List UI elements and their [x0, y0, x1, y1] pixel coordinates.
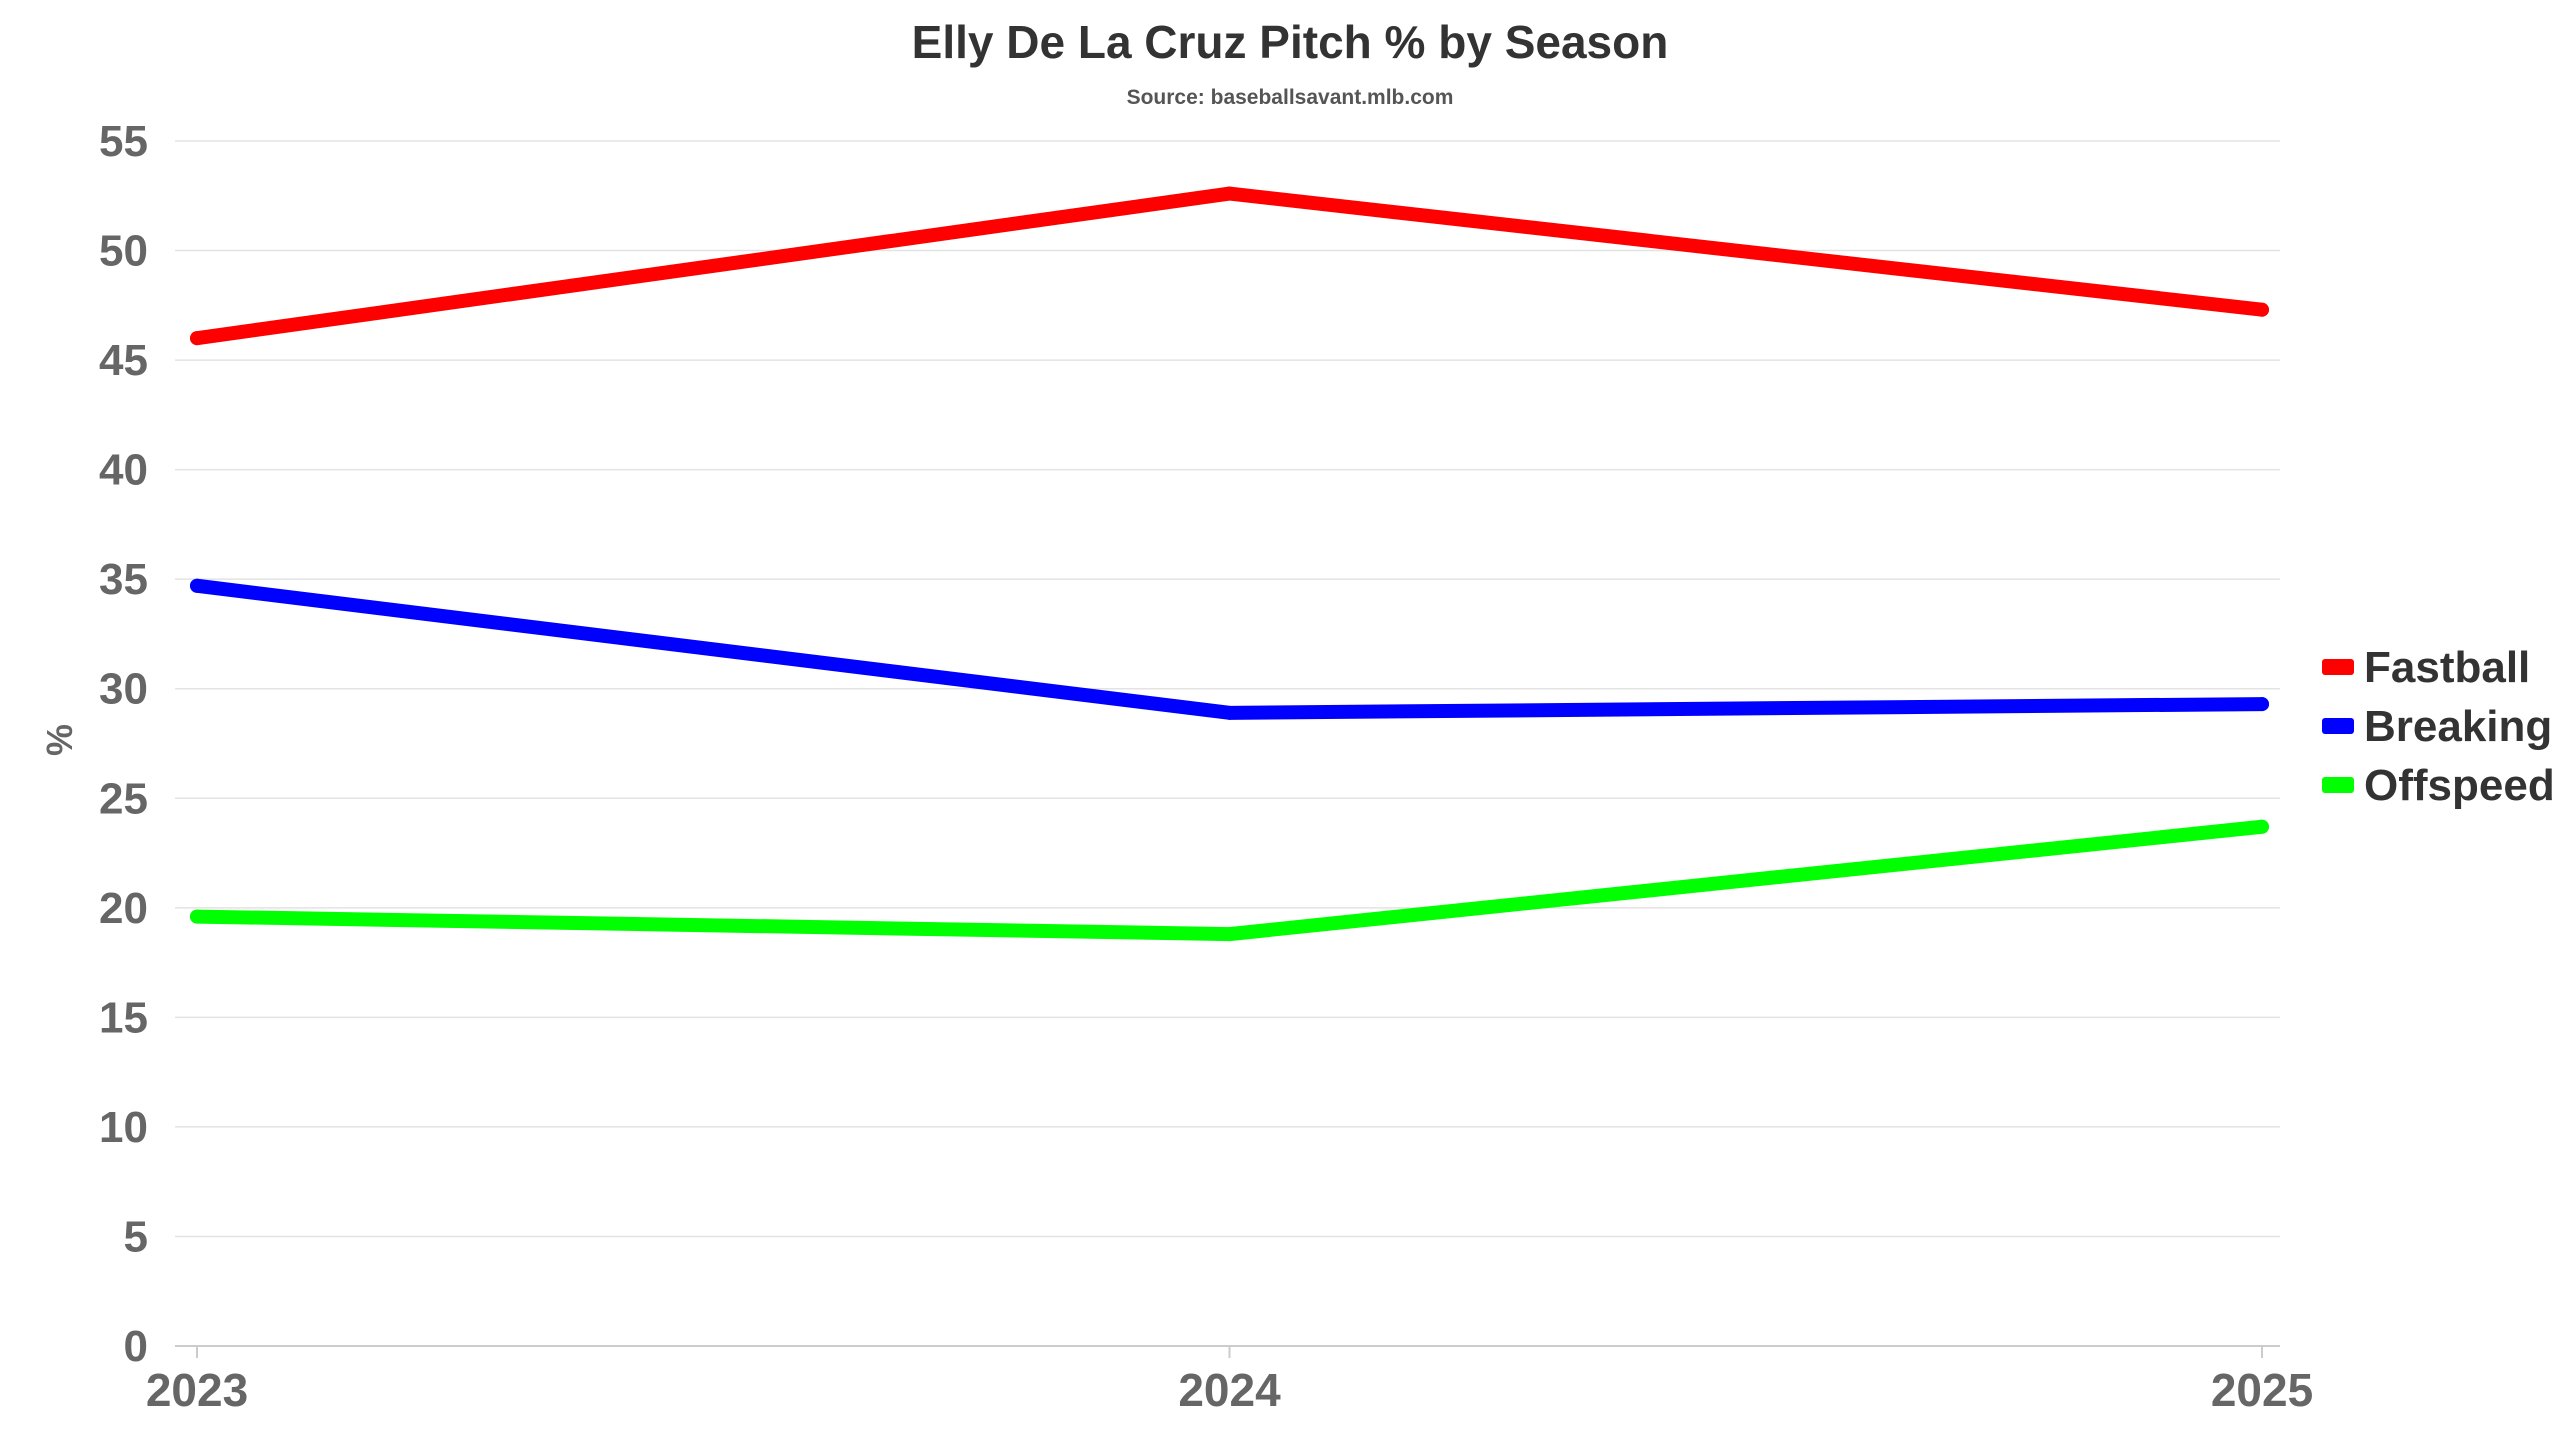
- y-tick-label: 35: [99, 555, 148, 604]
- legend-item-offspeed[interactable]: Offspeed: [2322, 761, 2555, 810]
- y-tick-label: 20: [99, 884, 148, 933]
- data-point-offspeed: [1222, 927, 1237, 942]
- x-tick-label: 2023: [146, 1364, 248, 1416]
- chart-title: Elly De La Cruz Pitch % by Season: [912, 16, 1669, 68]
- legend-swatch-fastball: [2322, 659, 2354, 675]
- legend[interactable]: Fastball Breaking Offspeed: [2322, 643, 2555, 810]
- y-tick-label: 15: [99, 993, 148, 1042]
- y-tick-label: 40: [99, 446, 148, 495]
- data-point-breaking: [190, 578, 204, 593]
- y-tick-label: 50: [99, 227, 148, 276]
- data-point-offspeed: [2255, 819, 2269, 834]
- legend-label-fastball: Fastball: [2364, 643, 2530, 692]
- series-lines: [190, 186, 2269, 942]
- data-point-fastball: [1222, 186, 1237, 201]
- data-point-breaking: [1222, 705, 1237, 720]
- data-point-breaking: [2255, 697, 2269, 712]
- y-tick-label: 0: [124, 1322, 148, 1371]
- chart-subtitle: Source: baseballsavant.mlb.com: [1127, 86, 1454, 109]
- legend-swatch-offspeed: [2322, 777, 2354, 793]
- legend-label-offspeed: Offspeed: [2364, 761, 2555, 810]
- legend-label-breaking: Breaking: [2364, 702, 2552, 751]
- legend-item-fastball[interactable]: Fastball: [2322, 643, 2530, 692]
- x-tick-label: 2024: [1178, 1364, 1281, 1416]
- series-line-fastball: [190, 186, 2269, 346]
- x-tick-label: 2025: [2211, 1364, 2313, 1416]
- legend-swatch-breaking: [2322, 718, 2354, 734]
- y-tick-label: 45: [99, 336, 148, 385]
- y-axis-label: %: [39, 724, 80, 756]
- data-point-fastball: [190, 331, 204, 346]
- x-axis: 2023 2024 2025: [146, 1345, 2313, 1416]
- series-line-breaking: [190, 578, 2269, 720]
- y-tick-label: 25: [99, 774, 148, 823]
- data-point-offspeed: [190, 909, 204, 924]
- y-axis-ticks: 0 5 10 15 20 25 30 35 40 45 50 55: [99, 117, 148, 1371]
- legend-item-breaking[interactable]: Breaking: [2322, 702, 2552, 751]
- data-point-fastball: [2255, 302, 2269, 317]
- gridlines: [175, 140, 2280, 1238]
- y-tick-label: 30: [99, 665, 148, 714]
- y-tick-label: 10: [99, 1103, 148, 1152]
- series-line-offspeed: [190, 819, 2269, 942]
- y-tick-label: 55: [99, 117, 148, 166]
- y-tick-label: 5: [124, 1212, 148, 1261]
